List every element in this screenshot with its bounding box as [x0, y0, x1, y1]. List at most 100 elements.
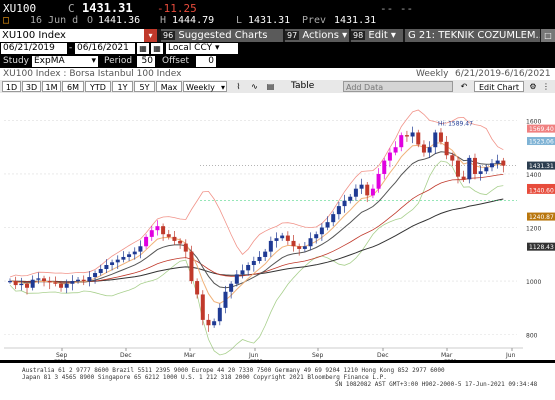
candle-body — [149, 230, 154, 237]
low-value: 1431.31 — [248, 15, 291, 26]
window-control-icon[interactable]: □ — [541, 29, 555, 42]
period-6m-button[interactable]: 6M — [62, 81, 84, 92]
index-field[interactable]: XU100 Index — [0, 29, 144, 42]
candle-body — [76, 279, 81, 282]
period-input[interactable]: 50 — [137, 56, 155, 67]
candle-body — [251, 260, 256, 265]
x-tick-label: Sep — [56, 352, 68, 359]
candle-body — [223, 291, 228, 308]
price-tag — [527, 212, 555, 221]
offset-input[interactable]: 0 — [196, 56, 216, 67]
candle-body — [144, 236, 149, 247]
candle-body — [161, 226, 166, 235]
frequency-select[interactable]: Weekly ▾ — [183, 81, 227, 92]
candle-body — [115, 259, 120, 263]
candle-body — [359, 184, 364, 189]
edit-chart-button[interactable]: Edit Chart — [474, 81, 524, 92]
period-1m-button[interactable]: 1M — [42, 81, 61, 92]
candle-body — [427, 147, 432, 153]
candle-body — [297, 246, 302, 249]
study-row: Study ExpMA ▾ Period 50 Offset 0 — [0, 55, 555, 68]
quote-bar: XU100 C 1431.31 -11.25 — [0, 0, 555, 16]
price-tag — [527, 124, 555, 133]
candle-body — [501, 160, 506, 166]
candle-body — [132, 251, 137, 255]
candle-body — [183, 243, 188, 252]
candle-body — [268, 240, 273, 252]
candle-body — [178, 240, 183, 244]
candle-body — [314, 234, 319, 239]
candlestick-chart[interactable]: 800 1000 1200 1400 1600 Hi: 1589.47 1569.40 152… — [0, 93, 555, 365]
lower-band-line — [9, 160, 504, 356]
candle-body — [263, 251, 268, 257]
candle-body — [438, 132, 443, 142]
table-icon[interactable]: ▤ — [264, 81, 277, 92]
candle-body — [70, 281, 75, 284]
x-year-label: 2019 — [54, 359, 67, 360]
period-ytd-button[interactable]: YTD — [85, 81, 111, 92]
candle-body — [365, 184, 370, 196]
high-annotation: Hi: 1589.47 — [438, 120, 473, 127]
line-chart-icon[interactable]: ∿ — [248, 81, 261, 92]
calendar-end-icon[interactable]: ▦ — [151, 43, 163, 54]
open-value: 1441.36 — [98, 15, 141, 26]
candle-body — [467, 157, 472, 180]
low-prefix: L — [236, 15, 243, 26]
footer-session: SN 1082082 AST GMT+3:00 H902-2000-5 17-J… — [335, 381, 538, 388]
candle-body — [353, 188, 358, 197]
toolbar: XU100 Index ▾ 96 Suggested Charts 97 Act… — [0, 29, 555, 42]
candle-body — [302, 246, 307, 249]
quote-details: □ 16 Jun d O 1441.36 H 1444.79 L 1431.31… — [0, 15, 555, 29]
candle-body — [155, 226, 160, 231]
end-date-input[interactable]: 06/16/2021 — [75, 43, 135, 54]
price-chart[interactable]: 800 1000 1200 1400 1600 Hi: 1589.47 1569.40 152… — [0, 93, 555, 365]
settings-icon[interactable]: ⚙ — [527, 81, 539, 92]
chart-title: G 21: TEKNIK COZUMLEM... — [405, 29, 540, 42]
more-icon[interactable]: ⋮ — [540, 81, 552, 92]
candle-body — [478, 171, 483, 174]
footer: Australia 61 2 9777 8600 Brazil 5511 239… — [0, 363, 555, 400]
quote-dashes: -- -- — [380, 2, 414, 15]
hotkey-97: 97 — [285, 31, 300, 40]
candle-body — [25, 283, 30, 288]
candle-body — [93, 273, 98, 278]
period-1y-button[interactable]: 1Y — [112, 81, 133, 92]
add-data-input[interactable]: Add Data — [343, 81, 453, 92]
y-tick-label: 800 — [526, 333, 538, 340]
period-5y-button[interactable]: 5Y — [134, 81, 155, 92]
candle-body — [195, 281, 200, 295]
period-max-button[interactable]: Max — [156, 81, 182, 92]
candle-body — [404, 135, 409, 137]
candle-body — [13, 281, 18, 286]
suggested-charts-button[interactable]: 96 Suggested Charts — [161, 29, 283, 42]
hotkey-96: 96 — [161, 31, 176, 40]
candle-body — [19, 283, 24, 286]
x-tick-label: Mar — [441, 352, 453, 359]
calendar-icon[interactable]: ▦ — [137, 43, 149, 54]
candle-body — [30, 279, 35, 288]
candle-body — [121, 256, 126, 260]
table-label[interactable]: Table — [291, 81, 315, 91]
study-select[interactable]: ExpMA ▾ — [32, 56, 98, 67]
start-date-input[interactable]: 06/21/2019 — [1, 43, 67, 54]
candle-body — [308, 238, 313, 247]
currency-select[interactable]: Local CCY ▾ — [166, 43, 238, 54]
dropdown-icon[interactable]: ▾ — [144, 29, 157, 42]
candle-body — [280, 235, 285, 239]
undo-icon[interactable]: ↶ — [455, 81, 473, 92]
price-tag-label: 1128.43 — [529, 244, 554, 251]
actions-button[interactable]: 97 Actions ▾ — [285, 29, 349, 42]
candle-body — [127, 254, 132, 257]
period-1d-button[interactable]: 1D — [2, 81, 21, 92]
candle-body — [246, 265, 251, 271]
price-tag-label: 1569.40 — [529, 126, 554, 133]
last-price: 1431.31 — [82, 1, 133, 15]
candle-body — [87, 277, 92, 282]
candle-body — [8, 281, 12, 283]
footer-contacts-1: Australia 61 2 9777 8600 Brazil 5511 239… — [22, 367, 445, 374]
period-3d-button[interactable]: 3D — [22, 81, 41, 92]
candle-body — [81, 279, 86, 282]
edit-button[interactable]: 98 Edit ▾ — [351, 29, 403, 42]
y-tick-label: 1600 — [526, 118, 541, 125]
chart-type-icon[interactable]: ⌇ — [232, 81, 245, 92]
